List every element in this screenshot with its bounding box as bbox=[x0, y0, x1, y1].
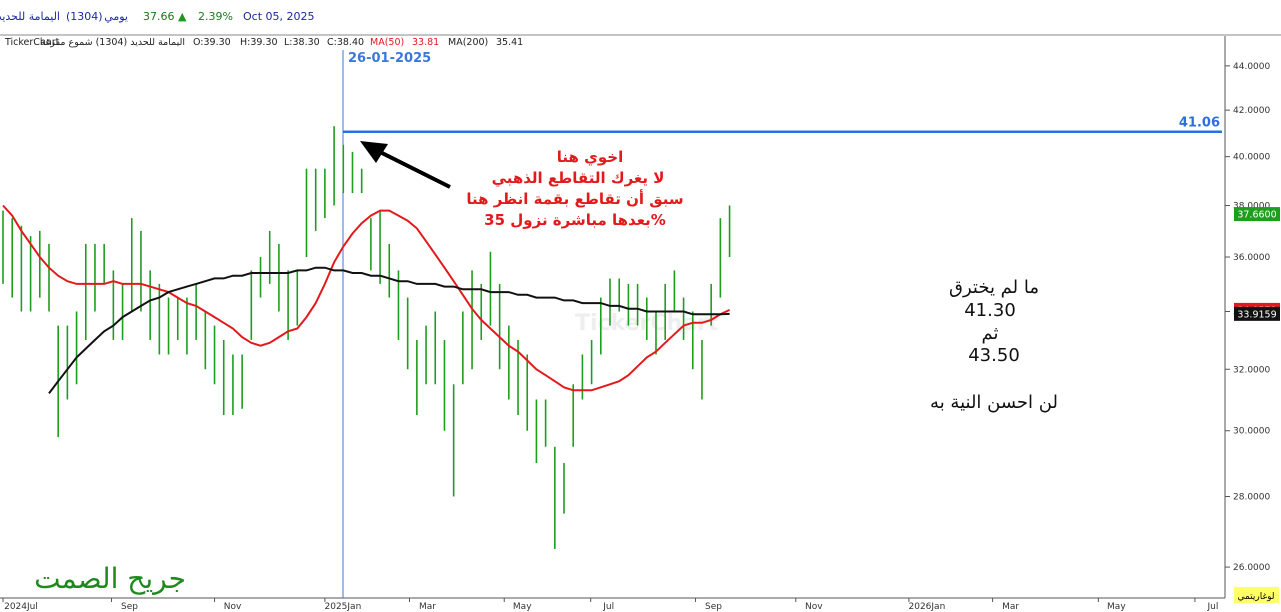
price: 37.66 bbox=[143, 10, 175, 23]
ma-line bbox=[48, 266, 730, 395]
legend-value: 33.81 bbox=[412, 37, 439, 48]
x-tick-label: Sep bbox=[705, 602, 722, 612]
x-tick-label: Mar bbox=[1002, 602, 1019, 612]
change: 2.39% bbox=[198, 10, 233, 23]
y-tick-label: 26.0000 bbox=[1233, 563, 1270, 573]
instrument: اليمامة للحديد (1304) شموع مفرغة bbox=[40, 37, 185, 48]
up-arrow: ▲ bbox=[178, 10, 187, 23]
note-black: 41.30 bbox=[964, 300, 1016, 321]
price-tag-label: 33.9159 bbox=[1237, 309, 1276, 320]
note-red: اخوي هنا bbox=[557, 148, 623, 167]
x-tick-label: Nov bbox=[224, 602, 242, 612]
price-tag bbox=[1234, 306, 1280, 321]
note-red: سبق أن تقاطع بقمة انظر هنا bbox=[466, 189, 683, 208]
ma-line bbox=[2, 204, 731, 392]
x-tick-label: May bbox=[1107, 602, 1126, 612]
legend-value: 35.41 bbox=[496, 37, 523, 48]
x-tick-label: 2025Jan bbox=[325, 602, 362, 612]
scale-badge bbox=[1234, 587, 1279, 603]
y-tick-label: 32.0000 bbox=[1233, 365, 1270, 375]
legend-label: MA(50) bbox=[370, 37, 404, 48]
readout: H:39.30 bbox=[240, 37, 278, 48]
x-tick-label: Sep bbox=[121, 602, 138, 612]
readout: C:38.40 bbox=[327, 37, 364, 48]
date: Oct 05, 2025 bbox=[243, 10, 315, 23]
legend-label: MA(200) bbox=[448, 37, 488, 48]
date-marker-label: 26-01-2025 bbox=[348, 51, 431, 66]
readout: L:38.30 bbox=[284, 37, 320, 48]
arrow-shaft bbox=[371, 146, 451, 189]
y-tick-label: 38.0000 bbox=[1233, 202, 1270, 212]
price-tag bbox=[1234, 207, 1280, 222]
brand: TickerChart bbox=[4, 37, 60, 48]
y-tick-label: 40.0000 bbox=[1233, 153, 1270, 163]
note-red: لا يغرك التقاطع الذهبي bbox=[492, 169, 665, 187]
arrow-head bbox=[360, 141, 388, 163]
x-tick-label: Jul bbox=[1206, 602, 1218, 612]
stock-name: اليمامة للحديد bbox=[0, 10, 60, 23]
x-tick-label: Nov bbox=[805, 602, 823, 612]
stock-code: (1304) bbox=[66, 10, 103, 23]
y-tick-label: 30.0000 bbox=[1233, 427, 1270, 437]
x-tick-label: May bbox=[513, 602, 532, 612]
note-black: لن احسن النية به bbox=[930, 392, 1058, 413]
note-black: ثم bbox=[982, 323, 999, 344]
x-tick-label: 2024Jul bbox=[4, 602, 38, 612]
y-tick-label: 44.0000 bbox=[1233, 62, 1270, 72]
note-black: ما لم يخترق bbox=[949, 277, 1039, 298]
level-label: 41.06 bbox=[1179, 116, 1220, 131]
x-tick-label: Jul bbox=[602, 602, 614, 612]
y-tick-label: 28.0000 bbox=[1233, 492, 1270, 502]
period: يومي bbox=[104, 10, 128, 23]
x-tick-label: 2026Jan bbox=[909, 602, 946, 612]
watermark: جريح الصمت bbox=[34, 562, 186, 595]
y-tick-label: 42.0000 bbox=[1233, 106, 1270, 116]
price-tag-label: 37.6600 bbox=[1237, 210, 1276, 221]
note-black: 43.50 bbox=[968, 345, 1020, 366]
note-red: بعدها مباشرة نزول 35% bbox=[484, 211, 666, 229]
y-tick-label: 36.0000 bbox=[1233, 253, 1270, 263]
scale-label: لوغاريتمي bbox=[1237, 592, 1274, 602]
readout: O:39.30 bbox=[193, 37, 231, 48]
x-tick-label: Mar bbox=[419, 602, 436, 612]
